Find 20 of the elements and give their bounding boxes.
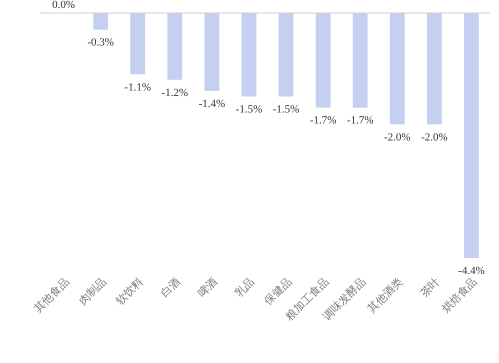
x-tick-label: 啤酒 [195, 274, 220, 300]
x-tick-label: 软饮料 [113, 274, 146, 308]
data-label: -1.5% [236, 104, 262, 116]
data-label: -1.7% [346, 114, 374, 127]
data-label: -1.2% [162, 86, 188, 99]
data-label: -1.4% [198, 98, 226, 110]
x-tick-label: 其他食品 [31, 274, 72, 316]
data-label: -1.1% [124, 81, 151, 94]
x-tick-label: 肉制品 [76, 274, 109, 308]
data-label: -4.4% [458, 265, 485, 277]
data-label: 0.0% [52, 0, 76, 11]
x-tick-label: 保健品 [262, 274, 294, 308]
data-label: -2.0% [384, 131, 411, 144]
data-label: -1.7% [310, 114, 336, 127]
data-label: -2.0% [421, 131, 448, 144]
data-label: -1.5% [272, 104, 300, 116]
data-label: -0.3% [87, 36, 114, 49]
x-tick-label: 其他酒类 [365, 274, 406, 316]
x-tick-label: 乳品 [232, 274, 258, 300]
x-tick-label: 白酒 [158, 274, 183, 300]
